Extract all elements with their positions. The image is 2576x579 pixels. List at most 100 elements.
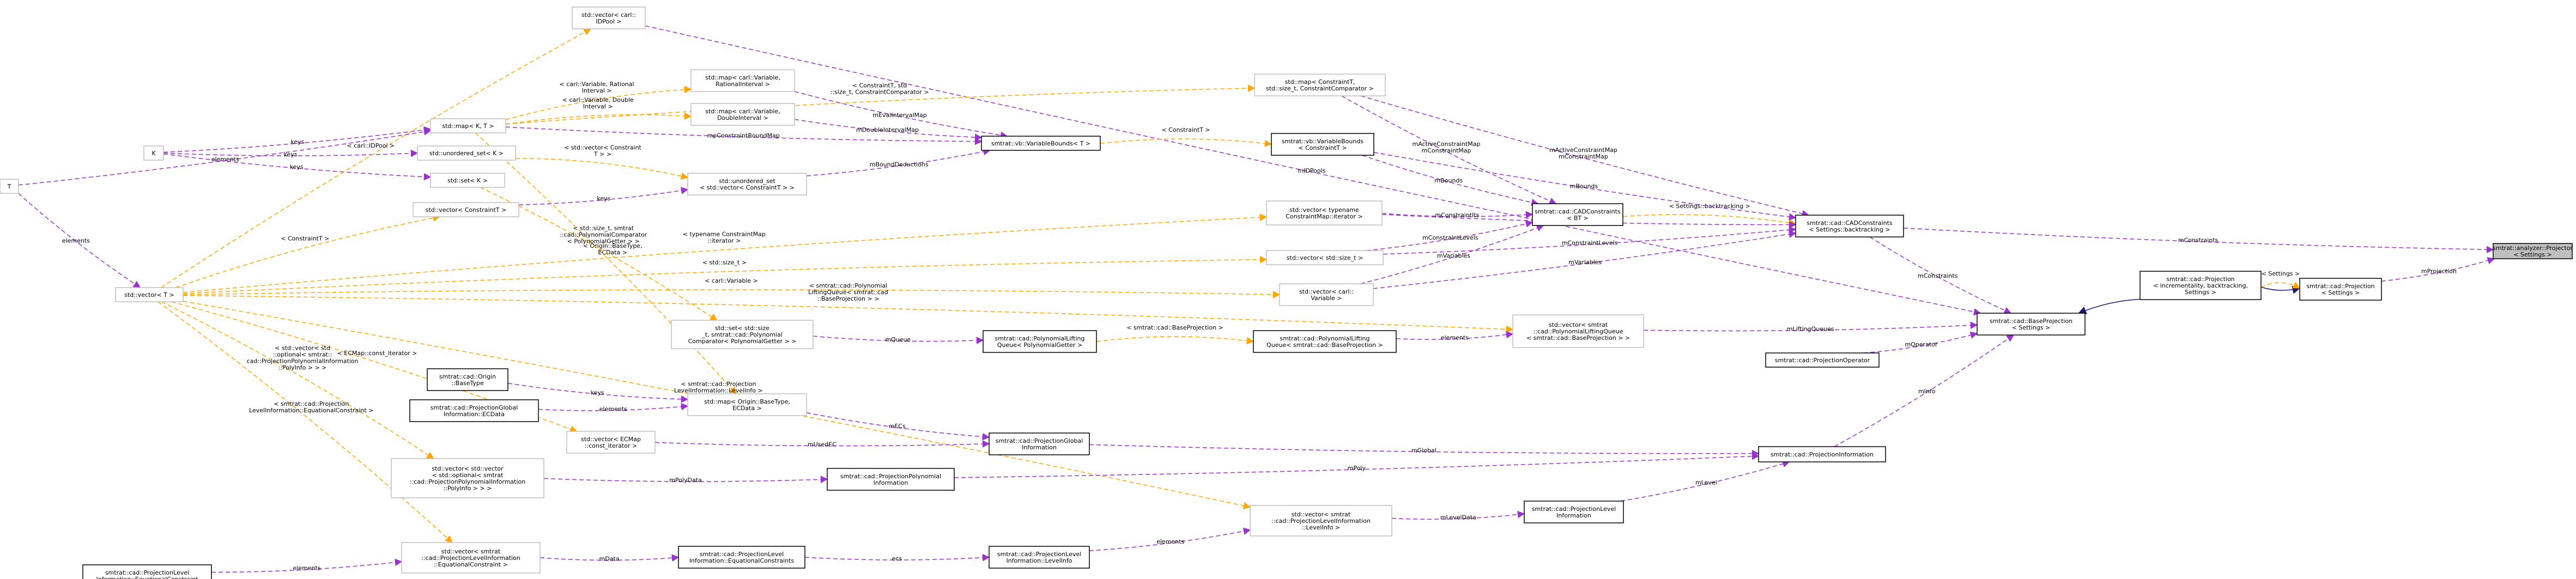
node-vec_constraint[interactable]: std::vector< ConstraintT > — [413, 202, 519, 217]
node-label: std::map< ConstraintT, — [1285, 78, 1355, 86]
node-K[interactable]: K — [143, 145, 164, 161]
member-edge-vec_iterator-to-cadconstraints_bt: mConstraintIts — [1381, 211, 1534, 219]
node-label: ::cad::PolynomialLiftingQueue — [1534, 328, 1623, 335]
node-label: RationalInterval > — [716, 81, 770, 88]
node-label: < incrementality, backtracking, — [2153, 282, 2248, 289]
node-polyliftingqueue_bp[interactable]: smtrat::cad::PolynomialLiftingQueue< smt… — [1253, 330, 1397, 353]
node-label: std::vector< smtrat — [1292, 511, 1351, 518]
template-edge-vec_t-to-vec_vec_optional: < std::vector< std::optional< smtrat::ca… — [161, 301, 434, 459]
node-label: std::unordered_set< K > — [429, 150, 504, 157]
node-label: < Settings > — [2513, 251, 2552, 258]
edge-line — [1381, 211, 1534, 218]
edge-label: < Settings > — [2262, 270, 2300, 277]
edge-label: mBoundDeductions — [870, 161, 929, 168]
template-edge-variablebounds-to-variablebounds_c: < ConstraintT > — [1100, 126, 1272, 147]
node-vec_liftingqueue[interactable]: std::vector< smtrat::cad::PolynomialLift… — [1512, 314, 1644, 348]
node-unordered_set_k[interactable]: std::unordered_set< K > — [417, 145, 516, 161]
node-label: std::vector< ECMap — [581, 436, 641, 443]
node-box — [1532, 203, 1623, 226]
edges-layer: mProjection < Settings > mConstraints mCons… — [18, 25, 2495, 573]
edge-label: elements — [211, 156, 239, 163]
edge-label: mGlobal — [1411, 447, 1437, 454]
edge-label: ::optional< smtrat:: — [273, 351, 332, 358]
edge-label: elements — [62, 237, 90, 244]
edge-label: elements — [1441, 334, 1469, 341]
node-variablebounds_c[interactable]: smtrat::vb::VariableBounds< ConstraintT … — [1271, 133, 1374, 156]
node-label: < std::optional< smtrat — [432, 472, 504, 479]
node-projectionglobalinfo_ecdata[interactable]: smtrat::cad::ProjectionGlobalInformation… — [409, 399, 539, 422]
node-box — [1253, 330, 1397, 353]
edge-label: mUsedEC — [808, 441, 837, 448]
node-projection[interactable]: smtrat::cad::Projection< Settings > — [2299, 278, 2382, 301]
edge-line — [1622, 214, 1797, 227]
edge-label: elements — [1156, 538, 1184, 545]
template-edge-vec_t-to-vec_levelinfo: < smtrat::cad::ProjectionLevelInformatio… — [183, 301, 1251, 509]
edge-label: mConstraintMap — [1422, 147, 1471, 154]
node-label: std::map< Origin::BaseType, — [704, 398, 790, 405]
node-unordered_set_constraint[interactable]: std::unordered_set< std::vector< Constra… — [687, 173, 807, 196]
node-cadconstraints_bt[interactable]: smtrat::cad::CADConstraints< BT > — [1532, 203, 1623, 226]
node-vec_vec_optional[interactable]: std::vector< std::vector< std::optional<… — [391, 458, 544, 498]
node-label: Queue< smtrat::cad::BaseProjection > — [1266, 342, 1383, 349]
member-edge-vec_eqconstraint-to-projectionlevelinfo_eqc: mData — [540, 554, 680, 562]
node-projectionlevelinfo[interactable]: smtrat::cad::ProjectionLevelInformation — [1524, 501, 1624, 523]
node-projectionoperator[interactable]: smtrat::cad::ProjectionOperator — [1765, 352, 1880, 368]
node-set_k[interactable]: std::set< K > — [430, 173, 505, 188]
edge-line — [1869, 236, 2012, 314]
member-edge-set_size_polygetter-to-polyliftingqueue: mQueue — [813, 336, 984, 344]
node-vec_variable[interactable]: std::vector< carl::Variable > — [1279, 283, 1374, 306]
edge-label: < carl::IDPool > — [347, 142, 395, 149]
node-vec_t[interactable]: std::vector< T > — [115, 287, 184, 302]
node-polyliftingqueue[interactable]: smtrat::cad::PolynomialLiftingQueue< Pol… — [983, 330, 1097, 353]
node-box — [1266, 250, 1384, 265]
edge-label: LiftingQueue< smtrat::cad — [808, 289, 888, 296]
node-origin_basetype[interactable]: smtrat::cad::Origin::BaseType — [427, 368, 508, 391]
node-projectioninformation[interactable]: smtrat::cad::ProjectionInformation — [1758, 446, 1886, 462]
node-map_double[interactable]: std::map< carl::Variable,DoubleInterval … — [690, 103, 795, 126]
edge-label: < std::size_t, smtrat — [573, 224, 634, 231]
node-label: std::vector< typename — [1289, 206, 1359, 214]
edge-line — [163, 126, 432, 153]
node-label: < Settings > — [2322, 289, 2360, 296]
node-map_constraint_size[interactable]: std::map< ConstraintT,std::size_t, Const… — [1254, 74, 1386, 96]
node-box — [430, 173, 505, 188]
edge-line — [1643, 321, 1978, 332]
node-projection_inc[interactable]: smtrat::cad::Projection< incrementality,… — [2139, 271, 2262, 300]
edge-line — [183, 301, 1251, 509]
member-edge-cadconstraints-to-projector: mConstraints — [1903, 227, 2494, 253]
node-vec_ecmap_iter[interactable]: std::vector< ECMap::const_iterator > — [566, 431, 656, 454]
edge-label: < ConstraintT > — [281, 235, 329, 242]
node-map_k_t[interactable]: std::map< K, T > — [430, 118, 506, 133]
edge-label: mECs — [889, 423, 906, 430]
node-map_rational[interactable]: std::map< carl::Variable,RationalInterva… — [690, 69, 795, 92]
edge-line — [540, 554, 680, 562]
node-projectionlevelinfo_eqc2[interactable]: smtrat::cad::ProjectionLevelInformation:… — [82, 564, 212, 579]
node-vec_idpool[interactable]: std::vector< carl::IDPool > — [572, 7, 646, 29]
node-T[interactable]: T — [0, 179, 19, 194]
node-box — [409, 399, 539, 422]
node-label: ECData > — [732, 405, 762, 412]
node-box — [690, 69, 795, 92]
node-vec_levelinfo[interactable]: std::vector< smtrat::cad::ProjectionLeve… — [1250, 505, 1392, 537]
node-set_size_polygetter[interactable]: std::set< std::size_t, smtrat::cad::Poly… — [671, 320, 814, 349]
node-projectionpolynomialinfo[interactable]: smtrat::cad::ProjectionPolynomialInforma… — [827, 468, 955, 491]
edge-label: elements — [599, 405, 627, 412]
node-label: std::size_t, ConstraintComparator > — [1266, 85, 1374, 92]
node-variablebounds[interactable]: smtrat::vb::VariableBounds< T > — [981, 136, 1101, 151]
node-vec_iterator[interactable]: std::vector< typenameConstraintMap::iter… — [1266, 200, 1383, 225]
node-vec_eqconstraint[interactable]: std::vector< smtrat::cad::ProjectionLeve… — [401, 542, 541, 574]
node-baseprojection[interactable]: smtrat::cad::BaseProjection< Settings > — [1977, 313, 2086, 336]
node-cadconstraints[interactable]: smtrat::cad::CADConstraints< Settings::b… — [1795, 215, 1904, 237]
edge-line — [1341, 95, 1557, 205]
node-projectionlevelinfo_levelinfo[interactable]: smtrat::cad::ProjectionLevelInformation:… — [989, 546, 1090, 569]
node-vec_size[interactable]: std::vector< std::size_t > — [1266, 250, 1384, 265]
node-label: smtrat::cad::ProjectionGlobal — [996, 437, 1083, 444]
edge-label: LevelInformation::LevelInfo > — [674, 387, 763, 394]
node-map_origin_ecdata[interactable]: std::map< Origin::BaseType,ECData > — [687, 393, 807, 416]
node-label: Information::ECData — [444, 411, 505, 418]
edge-line — [654, 440, 990, 448]
node-projectionlevelinfo_eqc[interactable]: smtrat::cad::ProjectionLevelInformation:… — [678, 546, 805, 569]
edge-line — [183, 214, 1268, 293]
